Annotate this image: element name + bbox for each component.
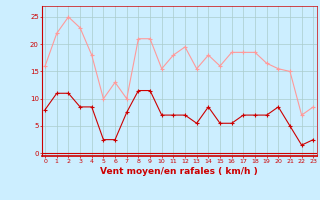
X-axis label: Vent moyen/en rafales ( km/h ): Vent moyen/en rafales ( km/h ) xyxy=(100,167,258,176)
